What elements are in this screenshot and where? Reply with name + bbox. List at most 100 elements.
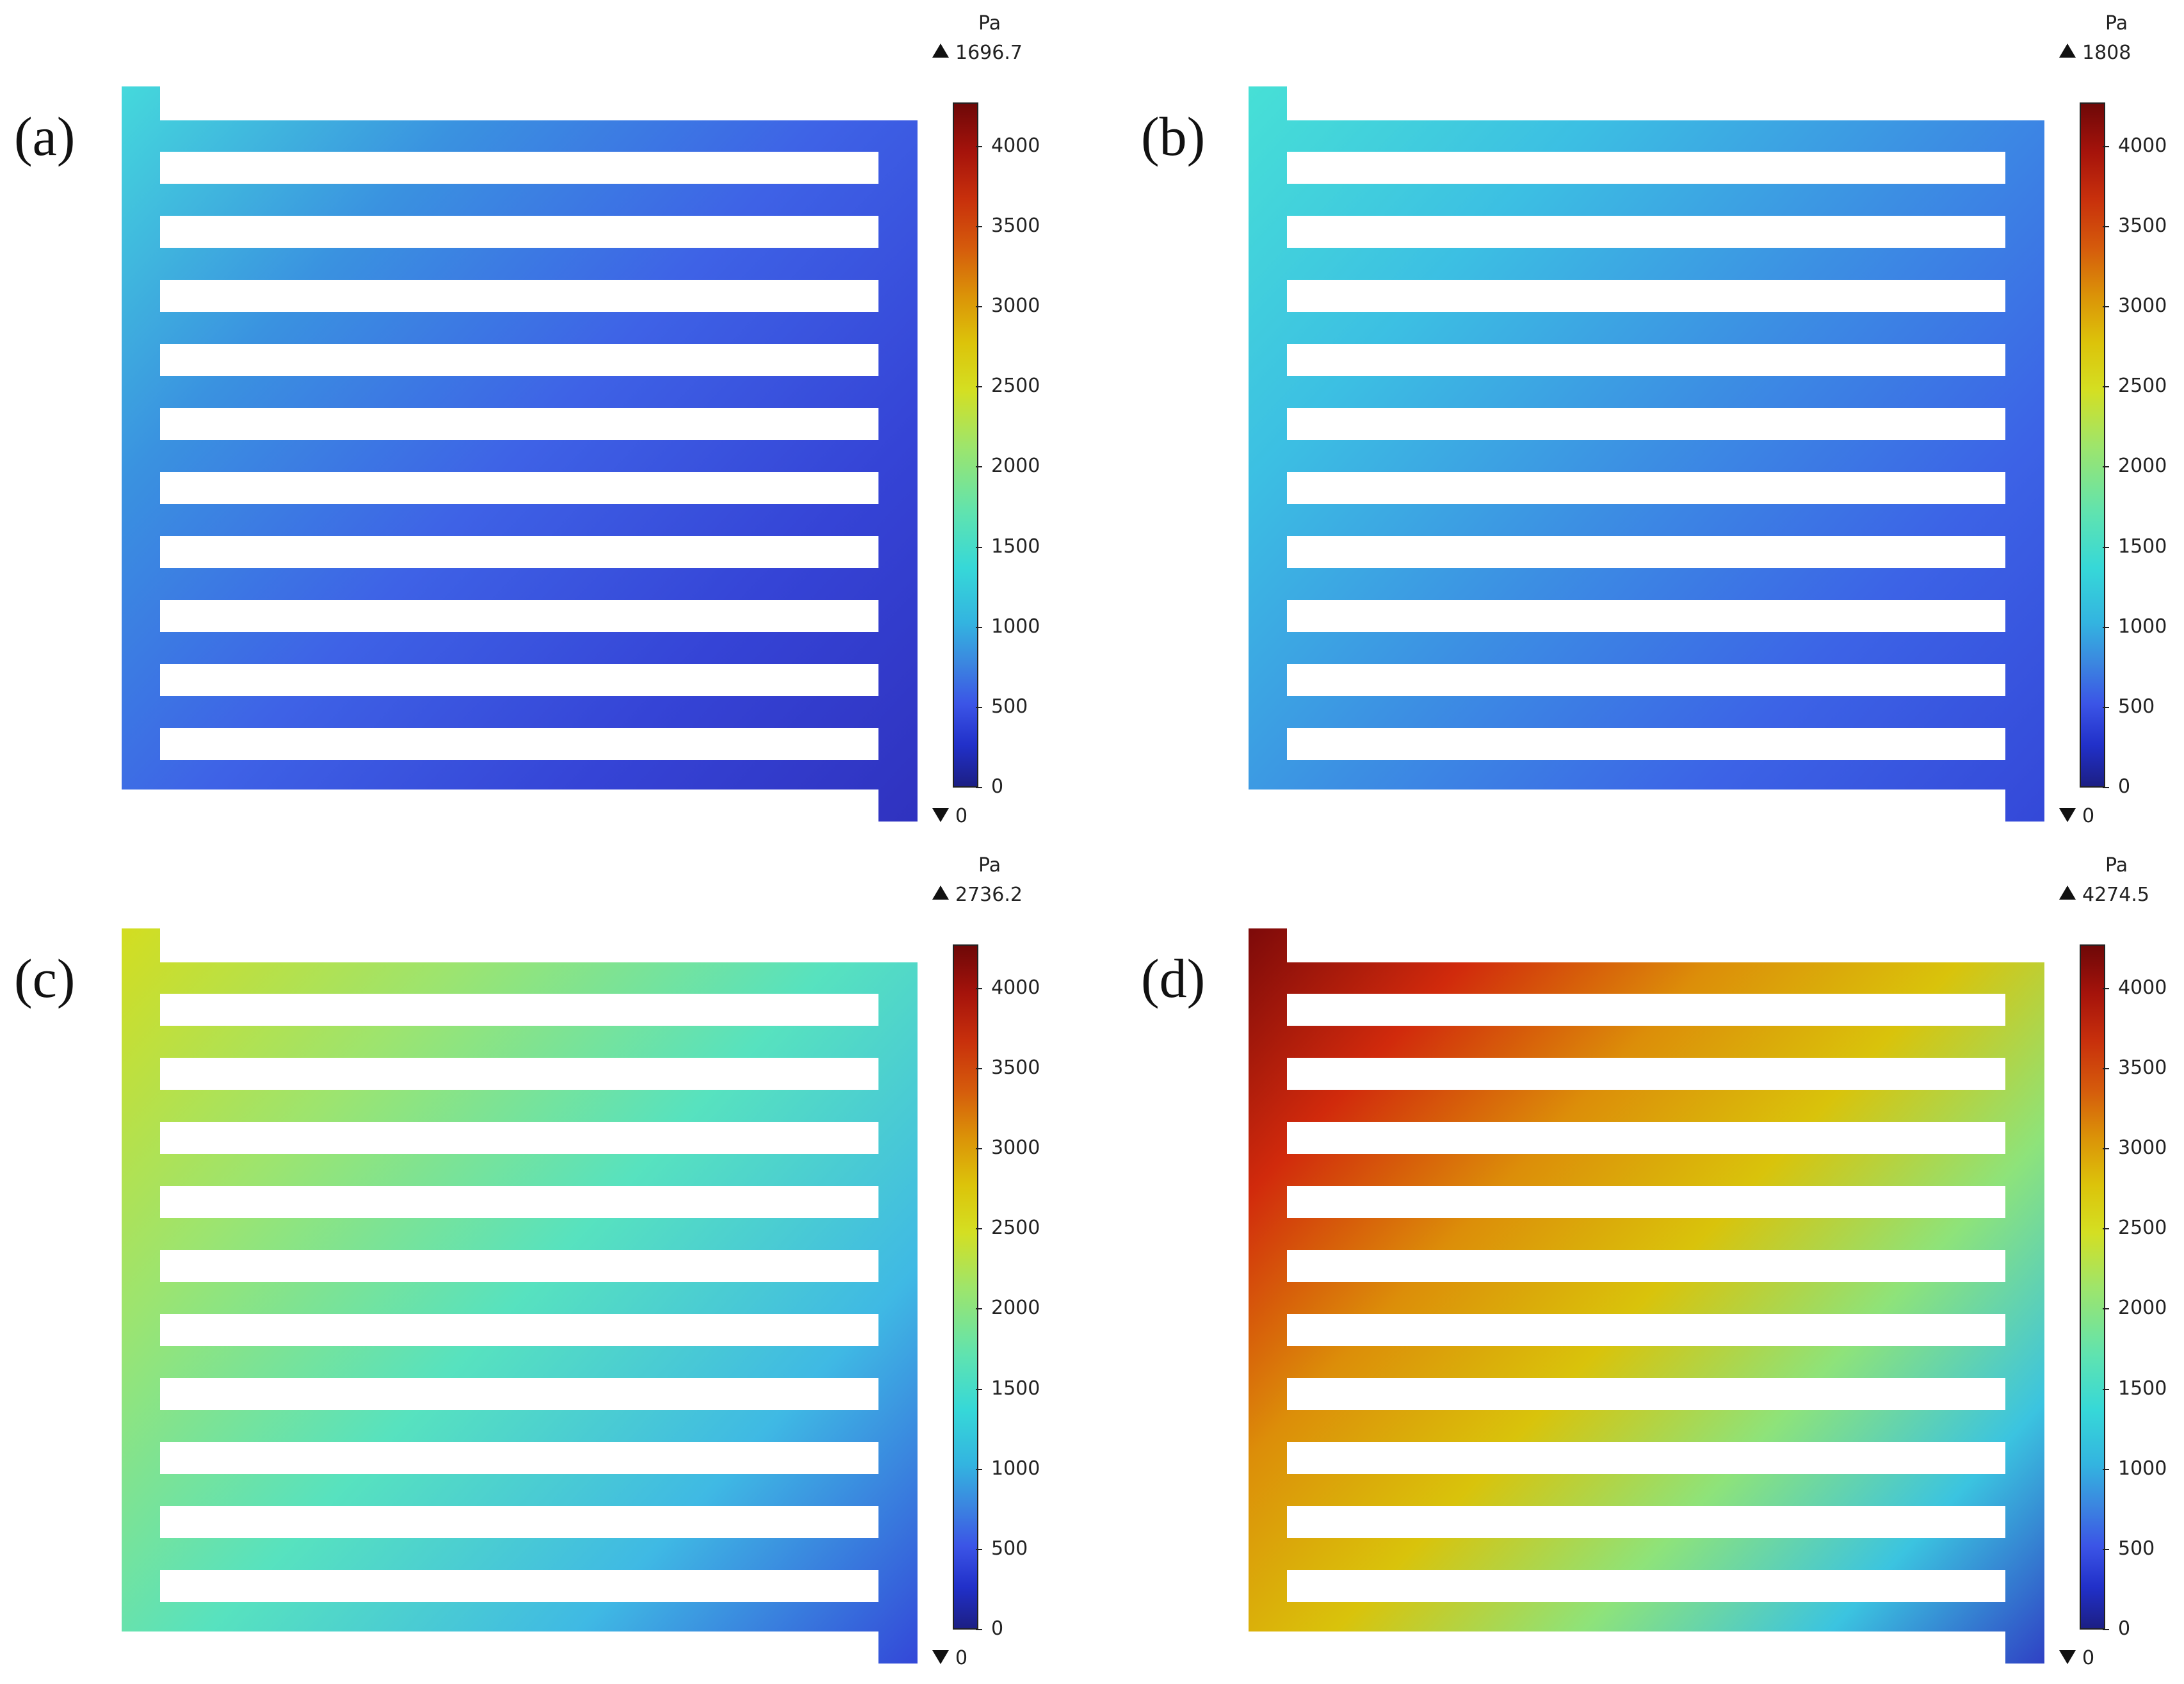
colorbar-tick — [976, 546, 982, 548]
max-value: 2736.2 — [955, 884, 1023, 906]
colorbar-unit: Pa — [2105, 854, 2128, 877]
colorbar-tick-label: 3000 — [2118, 1137, 2167, 1160]
colorbar-tick-label: 3000 — [991, 1137, 1040, 1160]
max-value: 4274.5 — [2082, 884, 2149, 906]
colorbar — [2080, 944, 2105, 1630]
outlet-port — [2005, 1626, 2044, 1664]
colorbar-tick-label: 0 — [991, 1617, 1004, 1640]
colorbar-tick-label: 0 — [2118, 775, 2131, 798]
colorbar-tick-label: 1500 — [991, 535, 1040, 558]
colorbar-tick-label: 1500 — [991, 1377, 1040, 1400]
colorbar-tick-label: 1000 — [991, 615, 1040, 638]
rib-5 — [1287, 1250, 2005, 1282]
colorbar-tick — [976, 225, 982, 227]
rib-3 — [160, 1122, 878, 1154]
colorbar-tick — [2103, 787, 2109, 788]
rib-8 — [1287, 600, 2005, 632]
colorbar-tick-label: 1000 — [2118, 1457, 2167, 1480]
flow-field-domain — [1249, 86, 2044, 822]
inlet-port — [122, 86, 160, 125]
inlet-port — [1249, 86, 1287, 125]
colorbar-tick — [2103, 1067, 2109, 1069]
rib-7 — [160, 536, 878, 568]
colorbar-tick — [2103, 1629, 2109, 1630]
max-value-label: 1696.7 — [932, 44, 1023, 63]
colorbar-tick-label: 500 — [991, 695, 1028, 718]
rib-2 — [160, 1058, 878, 1090]
colorbar-tick-label: 4000 — [2118, 134, 2167, 157]
colorbar-tick — [2103, 1308, 2109, 1310]
flow-field-domain — [1249, 928, 2044, 1664]
colorbar-tick — [976, 1468, 982, 1470]
colorbar-tick-label: 2000 — [2118, 455, 2167, 478]
rib-10 — [1287, 1570, 2005, 1602]
colorbar-tick-label: 3500 — [2118, 214, 2167, 237]
min-value: 0 — [2082, 1647, 2095, 1669]
max-triangle-icon — [2059, 44, 2076, 58]
rib-9 — [1287, 1506, 2005, 1538]
colorbar-tick-label: 4000 — [991, 134, 1040, 157]
pressure-panel-c: (c) Pa 2736.2 4000 3500 3000 2500 2000 1500 1000 5… — [0, 842, 1092, 1684]
rib-7 — [160, 1378, 878, 1410]
colorbar-tick — [2103, 1148, 2109, 1150]
colorbar-tick — [976, 1548, 982, 1550]
rib-4 — [1287, 344, 2005, 376]
rib-6 — [160, 1314, 878, 1346]
colorbar-tick — [2103, 706, 2109, 708]
colorbar-tick-label: 4000 — [2118, 976, 2167, 999]
rib-5 — [160, 1250, 878, 1282]
rib-5 — [160, 408, 878, 440]
rib-7 — [1287, 536, 2005, 568]
colorbar — [953, 102, 978, 788]
colorbar-tick — [2103, 1388, 2109, 1390]
rib-4 — [160, 1186, 878, 1218]
rib-8 — [160, 1442, 878, 1474]
rib-3 — [160, 280, 878, 312]
colorbar-tick-label: 2500 — [991, 375, 1040, 398]
colorbar-tick — [976, 306, 982, 308]
colorbar — [953, 944, 978, 1630]
panel-label: (b) — [1141, 106, 1206, 167]
colorbar-tick-label: 500 — [2118, 1537, 2155, 1560]
colorbar-tick-label: 1500 — [2118, 535, 2167, 558]
outlet-port — [2005, 784, 2044, 822]
max-value: 1808 — [2082, 42, 2131, 64]
min-value-label: 0 — [2059, 1649, 2094, 1668]
min-value-label: 0 — [932, 1649, 967, 1668]
colorbar-tick — [976, 1148, 982, 1150]
max-value: 1696.7 — [955, 42, 1023, 64]
colorbar-tick — [2103, 225, 2109, 227]
outlet-port — [878, 784, 918, 822]
panel-label: (c) — [14, 948, 76, 1009]
colorbar-tick-label: 0 — [2118, 1617, 2131, 1640]
colorbar-tick — [976, 787, 982, 788]
panel-label: (a) — [14, 106, 76, 167]
rib-5 — [1287, 408, 2005, 440]
flow-field-domain — [122, 86, 918, 822]
inlet-port — [1249, 928, 1287, 967]
rib-4 — [1287, 1186, 2005, 1218]
rib-1 — [160, 152, 878, 184]
rib-6 — [1287, 1314, 2005, 1346]
rib-10 — [1287, 728, 2005, 760]
max-triangle-icon — [2059, 886, 2076, 900]
colorbar-tick-label: 1500 — [2118, 1377, 2167, 1400]
colorbar-tick-label: 3500 — [2118, 1056, 2167, 1079]
rib-9 — [160, 1506, 878, 1538]
colorbar-tick — [2103, 626, 2109, 628]
colorbar-unit: Pa — [978, 12, 1001, 35]
colorbar-tick — [2103, 386, 2109, 388]
rib-3 — [1287, 280, 2005, 312]
max-value-label: 1808 — [2059, 44, 2131, 63]
min-value: 0 — [955, 805, 968, 827]
colorbar-tick — [2103, 466, 2109, 468]
colorbar-tick-label: 500 — [991, 1537, 1028, 1560]
colorbar-tick-label: 3500 — [991, 214, 1040, 237]
min-value: 0 — [2082, 805, 2095, 827]
pressure-panel-b: (b) Pa 1808 4000 3500 3000 2500 2000 1500 1000 500… — [1127, 0, 2184, 842]
rib-8 — [1287, 1442, 2005, 1474]
colorbar-tick-label: 3000 — [2118, 295, 2167, 318]
min-value: 0 — [955, 1647, 968, 1669]
rib-10 — [160, 1570, 878, 1602]
max-triangle-icon — [932, 44, 949, 58]
